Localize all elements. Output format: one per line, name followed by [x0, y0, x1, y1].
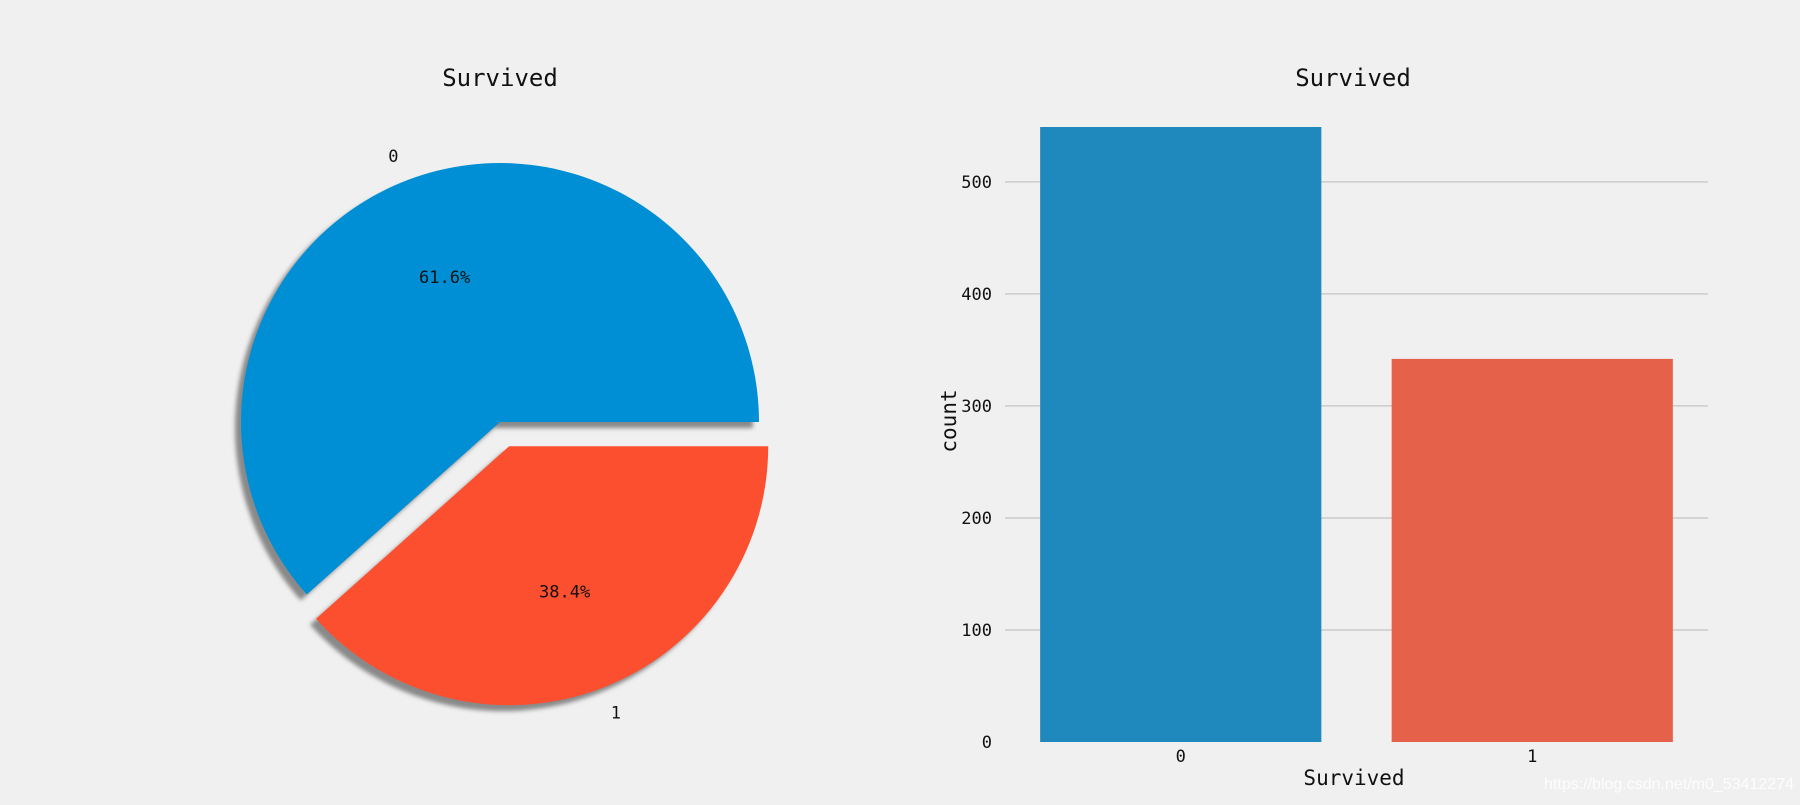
- bar-y-axis-label: count: [937, 389, 961, 452]
- pie-category-label: 1: [611, 703, 621, 723]
- bar-x-axis-label: Survived: [1303, 766, 1404, 790]
- pie-text-labels: 0 61.6% 1 38.4%: [388, 147, 621, 724]
- pie-title: Survived: [442, 64, 558, 92]
- pie-slice: [316, 446, 769, 706]
- watermark-text: https://blog.csdn.net/m0_53412274: [1544, 776, 1794, 793]
- bar: [1391, 358, 1673, 742]
- y-tick-label: 500: [961, 173, 992, 193]
- pie-chart: Survived 0 61.6% 1 38.4%: [235, 64, 769, 724]
- y-tick-label: 100: [961, 621, 992, 641]
- x-tick-label: 0: [1176, 747, 1186, 767]
- bar: [1040, 127, 1322, 742]
- y-tick-label: 0: [982, 733, 992, 753]
- pie-percent-label: 61.6%: [419, 268, 470, 288]
- bar-bars: [1040, 127, 1673, 742]
- pie-slice: [241, 163, 759, 595]
- y-tick-label: 300: [961, 397, 992, 417]
- pie-slices: [241, 163, 769, 706]
- x-tick-label: 1: [1527, 747, 1537, 767]
- y-tick-label: 200: [961, 509, 992, 529]
- y-tick-label: 400: [961, 285, 992, 305]
- pie-percent-label: 38.4%: [539, 582, 590, 602]
- pie-category-label: 0: [388, 147, 398, 167]
- bar-y-tick-labels: 0 100 200 300 400 500: [961, 173, 992, 753]
- bar-title: Survived: [1295, 64, 1411, 92]
